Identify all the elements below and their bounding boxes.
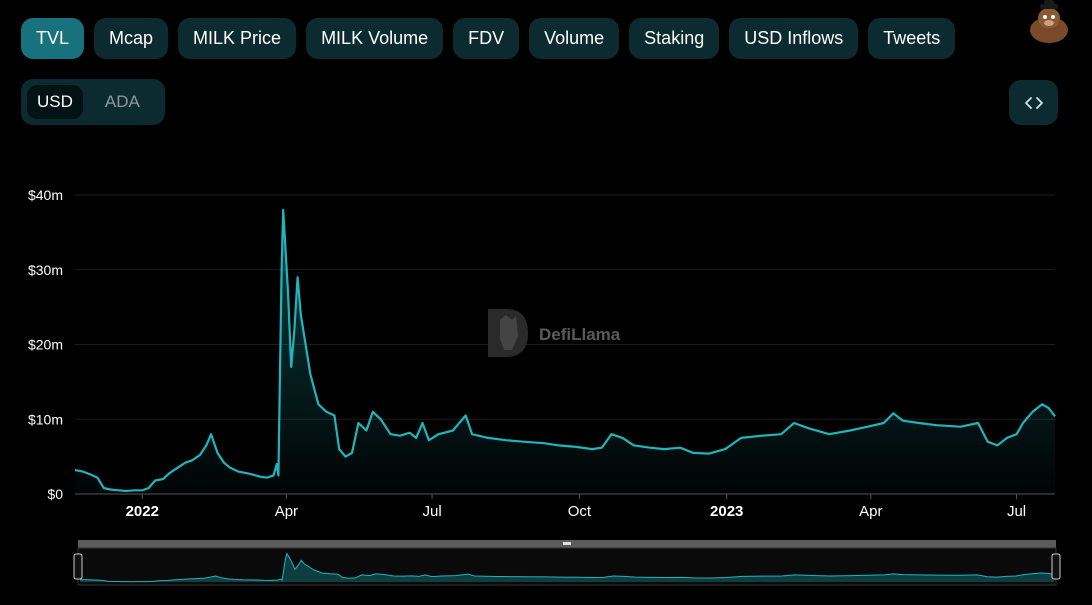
tab-tweets[interactable]: Tweets	[868, 18, 956, 59]
code-brackets-icon	[1024, 96, 1043, 109]
watermark-text: DefiLlama	[539, 325, 621, 344]
x-tick-label: Jul	[1007, 503, 1026, 520]
y-tick-label: $10m	[28, 411, 63, 427]
y-axis: $0 $10m $20m $30m $40m	[28, 187, 63, 502]
tab-milk-volume[interactable]: MILK Volume	[306, 18, 444, 59]
slider-right-handle[interactable]	[1051, 553, 1061, 580]
tvl-line	[74, 208, 1056, 493]
x-tick-label: Apr	[275, 503, 298, 520]
tab-milk-price[interactable]: MILK Price	[178, 18, 297, 59]
tab-fdv[interactable]: FDV	[453, 18, 520, 59]
range-slider[interactable]	[73, 540, 1061, 586]
slider-preview-line	[79, 552, 1055, 583]
y-tick-label: $30m	[28, 262, 63, 278]
x-tick-label: Oct	[568, 503, 592, 520]
x-tick-label: 2023	[710, 503, 743, 520]
x-tick-label: Jul	[422, 503, 441, 520]
tab-tvl[interactable]: TVL	[21, 18, 85, 59]
currency-option-ada[interactable]: ADA	[104, 92, 140, 111]
chart-tabs: TVL Mcap MILK Price MILK Volume FDV Volume Sta…	[21, 18, 956, 59]
tvl-area	[75, 209, 1055, 494]
x-axis: 2022 Apr Jul Oct 2023 Apr Jul	[126, 494, 1026, 520]
tab-staking[interactable]: Staking	[629, 18, 720, 59]
y-tick-label: $40m	[28, 187, 63, 203]
slider-left-handle[interactable]	[73, 553, 83, 580]
currency-toggle: USD ADA	[21, 79, 165, 125]
llama-avatar-icon[interactable]	[1026, 0, 1072, 44]
slider-grip-icon[interactable]	[563, 542, 571, 545]
x-tick-label: 2022	[126, 503, 159, 520]
tab-usd-inflows[interactable]: USD Inflows	[729, 18, 859, 59]
tab-mcap[interactable]: Mcap	[94, 18, 169, 59]
currency-option-usd[interactable]: USD	[27, 85, 83, 119]
y-tick-label: $0	[47, 486, 63, 502]
x-tick-label: Apr	[859, 503, 882, 520]
y-tick-label: $20m	[28, 337, 63, 353]
embed-button[interactable]	[1009, 80, 1058, 125]
tab-volume[interactable]: Volume	[529, 18, 620, 59]
watermark: DefiLlama	[488, 309, 621, 357]
slider-preview-area	[80, 553, 1054, 582]
